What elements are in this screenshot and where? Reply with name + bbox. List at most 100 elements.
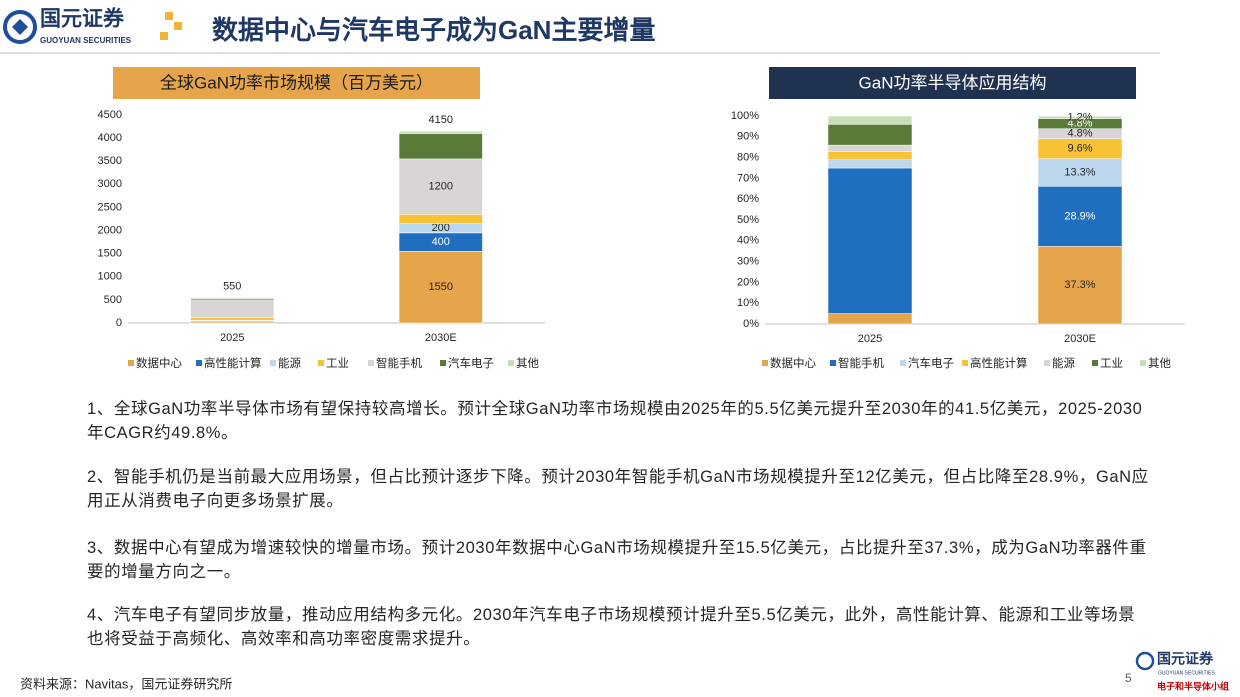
y-tick-label: 2000	[98, 224, 122, 236]
legend-swatch	[440, 360, 446, 366]
logo-deco	[174, 22, 182, 30]
legend-swatch	[1140, 360, 1146, 366]
y-tick-label: 90%	[737, 131, 759, 143]
footer-logo-icon	[1135, 651, 1155, 671]
legend-label: 工业	[1100, 357, 1123, 370]
y-tick-label: 1000	[98, 271, 122, 283]
bar-segment	[827, 313, 913, 325]
bar-segment	[827, 151, 913, 160]
page-number: 5	[1125, 671, 1132, 685]
legend-label: 数据中心	[136, 356, 182, 370]
x-tick-label: 2030E	[425, 332, 457, 344]
bar-segment	[398, 251, 483, 324]
data-label: 200	[432, 222, 450, 234]
bar-segment	[398, 130, 483, 134]
bar-segment	[827, 124, 913, 146]
bar-segment	[827, 159, 913, 169]
data-label: 37.3%	[1064, 279, 1095, 291]
logo-deco	[165, 12, 173, 20]
y-tick-label: 3500	[98, 155, 122, 167]
data-label: 28.9%	[1064, 210, 1095, 222]
y-tick-label: 50%	[737, 214, 759, 226]
y-tick-label: 40%	[737, 235, 759, 247]
x-tick-label: 2025	[858, 333, 882, 345]
legend-swatch	[830, 360, 836, 366]
logo-icon-inner	[12, 19, 28, 35]
legend-label: 汽车电子	[448, 356, 494, 370]
y-tick-label: 100%	[731, 110, 759, 122]
slide-title: 数据中心与汽车电子成为GaN主要增量	[212, 15, 655, 45]
bar-segment	[398, 214, 483, 224]
footer-logo-sub: GUOYUAN SECURITIES	[1158, 670, 1215, 676]
legend-swatch	[1044, 360, 1050, 366]
y-tick-label: 20%	[737, 276, 759, 288]
legend-label: 能源	[278, 356, 301, 370]
legend-swatch	[900, 360, 906, 366]
total-label: 4150	[429, 114, 453, 126]
y-tick-label: 30%	[737, 256, 759, 268]
logo-icon	[3, 10, 37, 44]
legend-label: 智能手机	[838, 356, 884, 370]
logo-sub: GUOYUAN SECURITIES	[40, 36, 132, 45]
y-tick-label: 3000	[98, 178, 122, 190]
y-tick-label: 2500	[98, 201, 122, 213]
legend-swatch	[270, 360, 276, 366]
y-tick-label: 0%	[743, 318, 759, 330]
chart-title-bg	[113, 67, 480, 99]
legend-label: 工业	[326, 357, 349, 370]
bar-segment	[190, 299, 275, 318]
chart-title: 全球GaN功率市场规模（百万美元）	[160, 73, 433, 92]
source: 资料来源：Navitas，国元证券研究所	[20, 676, 232, 691]
total-label: 550	[223, 280, 241, 292]
data-label: 1200	[429, 181, 453, 193]
legend-label: 能源	[1052, 356, 1075, 370]
paragraph: 3、数据中心有望成为增速较快的增量市场。预计2030年数据中心GaN市场规模提升…	[87, 539, 1147, 581]
legend-swatch	[762, 360, 768, 366]
bar-segment	[827, 115, 913, 125]
legend-label: 汽车电子	[908, 356, 954, 370]
legend-label: 高性能计算	[970, 356, 1028, 370]
bar-segment	[1037, 186, 1123, 247]
data-label: 1.2%	[1067, 111, 1092, 123]
legend-label: 智能手机	[376, 356, 422, 370]
y-tick-label: 0	[116, 317, 122, 329]
footer-logo-name: 国元证券	[1157, 651, 1214, 667]
chart-title: GaN功率半导体应用结构	[859, 73, 1047, 92]
bar-segment	[1037, 246, 1123, 325]
footer-team: 电子和半导体小组	[1157, 680, 1229, 691]
y-tick-label: 80%	[737, 152, 759, 164]
legend-label: 高性能计算	[204, 356, 262, 370]
legend-swatch	[368, 360, 374, 366]
legend-swatch	[318, 360, 324, 366]
x-tick-label: 2030E	[1064, 333, 1096, 345]
bar-segment	[1037, 115, 1123, 119]
y-tick-label: 60%	[737, 193, 759, 205]
bar-segment	[190, 297, 275, 299]
bar-segment	[1037, 158, 1123, 187]
legend-swatch	[128, 360, 134, 366]
paragraph: 2、智能手机仍是当前最大应用场景，但占比预计逐步下降。预计2030年智能手机Ga…	[87, 468, 1149, 510]
legend-swatch	[962, 360, 968, 366]
legend-label: 其他	[516, 357, 539, 370]
data-label: 4.8%	[1067, 118, 1092, 130]
paragraph: 4、汽车电子有望同步放量，推动应用结构多元化。2030年汽车电子市场规模预计提升…	[87, 606, 1136, 648]
paragraph: 1、全球GaN功率半导体市场有望保持较高增长。预计全球GaN功率市场规模由202…	[87, 400, 1143, 442]
y-tick-label: 4500	[98, 109, 122, 121]
legend-swatch	[1092, 360, 1098, 366]
data-label: 9.6%	[1067, 143, 1092, 155]
y-tick-label: 500	[104, 294, 122, 306]
data-label: 1550	[429, 281, 453, 293]
data-label: 4.8%	[1067, 128, 1092, 140]
legend-swatch	[196, 360, 202, 366]
bar-segment	[827, 144, 913, 152]
y-tick-label: 4000	[98, 132, 122, 144]
bar-segment	[398, 158, 483, 215]
data-label: 13.3%	[1064, 166, 1095, 178]
x-tick-label: 2025	[220, 332, 244, 344]
legend-label: 其他	[1148, 357, 1171, 370]
y-tick-label: 1500	[98, 248, 122, 260]
legend-swatch	[508, 360, 514, 366]
bar-segment	[827, 167, 913, 314]
